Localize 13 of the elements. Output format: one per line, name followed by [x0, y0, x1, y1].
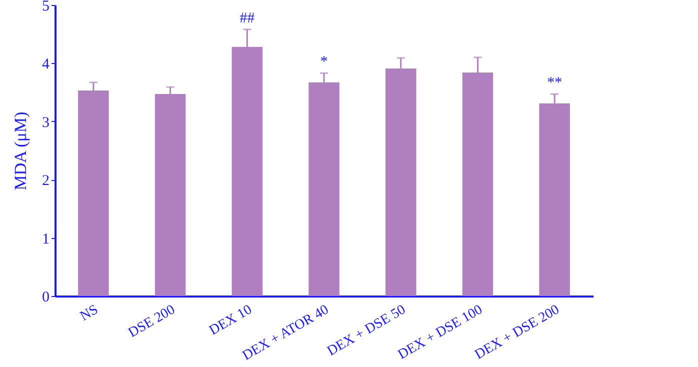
x-tick-label: NS — [78, 302, 101, 324]
y-tick-label: 2 — [42, 173, 50, 190]
x-tick-label: DSE 200 — [126, 302, 178, 341]
annotation: ## — [240, 10, 256, 26]
x-tick-label: DEX 10 — [207, 302, 255, 339]
y-tick-label: 4 — [42, 56, 50, 73]
y-tick-label: 3 — [42, 114, 50, 131]
annotation: ** — [547, 75, 562, 92]
y-axis-title: MDA (μM) — [11, 112, 30, 190]
annotation: * — [320, 54, 328, 70]
y-tick-label: 0 — [42, 290, 50, 306]
y-tick-label: 1 — [42, 231, 50, 248]
y-tick-label: 5 — [42, 0, 50, 14]
